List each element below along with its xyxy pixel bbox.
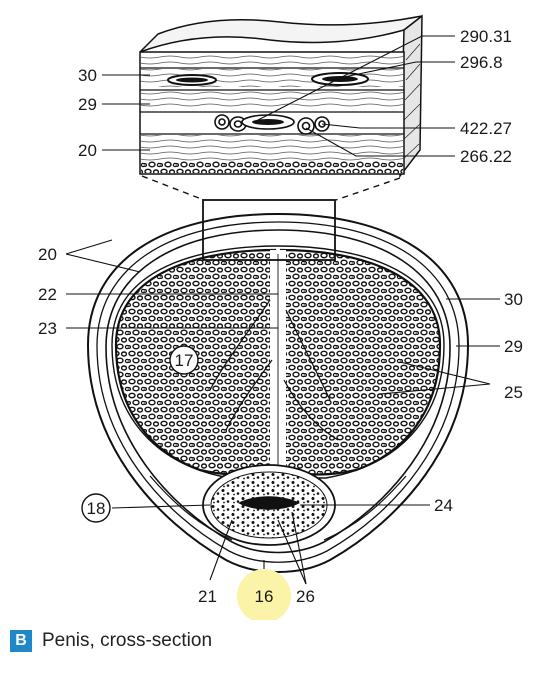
highlight-circle	[237, 569, 291, 620]
penis-cross-section-figure: 290.31 296.8 422.27 266.22 30 29 20 20 2…	[38, 14, 523, 620]
inset-label-30: 30	[78, 66, 97, 85]
section-label-26: 26	[296, 587, 315, 606]
figure-caption: B Penis, cross-section	[10, 628, 212, 654]
circle-marker-17	[169, 345, 199, 375]
section-label-18: 18	[87, 499, 106, 518]
inset-label-20: 20	[78, 141, 97, 160]
section-label-16: 16	[255, 587, 274, 606]
cross-section	[86, 199, 470, 573]
zoom-guide-lines	[141, 175, 401, 201]
section-label-23: 23	[38, 319, 57, 338]
inset-label-266-22: 266.22	[460, 147, 512, 166]
figure-caption-text: Penis, cross-section	[42, 630, 213, 651]
section-label-30: 30	[504, 290, 523, 309]
inset-label-29: 29	[78, 95, 97, 114]
section-label-22: 22	[38, 285, 57, 304]
inset-label-296-8: 296.8	[460, 53, 503, 72]
section-label-29: 29	[504, 337, 523, 356]
inset-label-422-27: 422.27	[460, 119, 512, 138]
section-label-24: 24	[434, 496, 453, 515]
leader-lines	[65, 35, 500, 585]
inset-label-290-31: 290.31	[460, 27, 512, 46]
section-label-25: 25	[504, 383, 523, 402]
circle-marker-18	[81, 493, 111, 523]
section-label-21: 21	[198, 587, 217, 606]
figure-letter-badge: B	[10, 630, 32, 652]
tissue-layer-inset	[139, 14, 423, 179]
section-label-17: 17	[175, 351, 194, 370]
section-label-20: 20	[38, 245, 57, 264]
